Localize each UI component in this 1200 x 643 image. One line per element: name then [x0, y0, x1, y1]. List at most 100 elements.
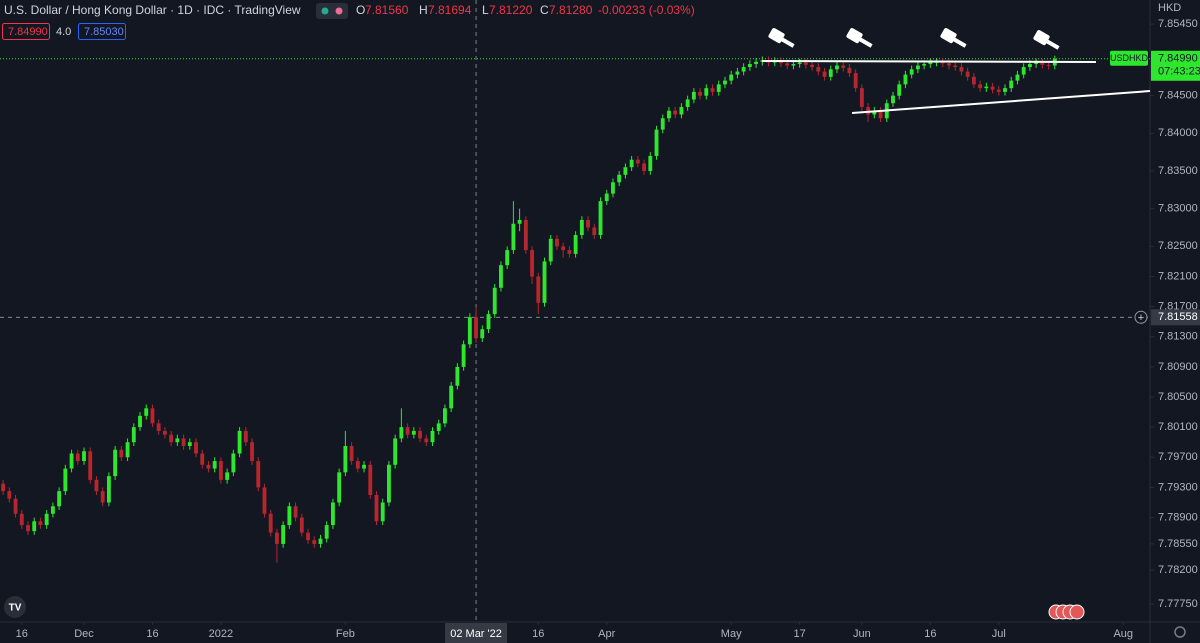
- low-label: L: [482, 3, 489, 17]
- candle-body: [1021, 67, 1026, 75]
- resistance-line[interactable]: [761, 60, 1097, 63]
- candle-body: [511, 223, 516, 251]
- candle-body: [499, 265, 503, 288]
- candle-body: [200, 453, 205, 465]
- data-status: [335, 7, 343, 15]
- candle-body: [953, 65, 958, 68]
- candle-body: [735, 71, 740, 75]
- candle-body: [660, 118, 665, 130]
- sell-box[interactable]: [2, 23, 50, 40]
- candle-body: [984, 86, 989, 89]
- candle-body: [287, 506, 292, 526]
- candle-body: [175, 438, 180, 443]
- candle-body: [169, 434, 174, 443]
- candle-body: [847, 67, 852, 74]
- bid-price[interactable]: 7.84990: [8, 26, 48, 38]
- event-flags[interactable]: [1048, 604, 1085, 620]
- candle-body: [835, 65, 839, 70]
- status-pill[interactable]: [316, 3, 348, 19]
- candle-body: [1040, 62, 1045, 65]
- candle-body: [548, 238, 553, 262]
- candle-body: [63, 468, 68, 492]
- high-value: 7.81694: [428, 3, 472, 17]
- candle-body: [1046, 64, 1051, 66]
- candle-body: [629, 159, 634, 168]
- support-line[interactable]: [851, 90, 1151, 114]
- open-label: O: [356, 3, 365, 17]
- candle-body: [1034, 62, 1039, 65]
- logo[interactable]: [4, 596, 26, 618]
- x-tick-label: Jul: [992, 628, 1006, 640]
- candle-body: [685, 99, 690, 107]
- candle-body: [723, 80, 727, 85]
- y-tick-label: 7.81300: [1158, 331, 1198, 343]
- candle-body: [162, 430, 167, 435]
- candle-body: [50, 506, 55, 514]
- candle-body: [113, 449, 118, 477]
- candle-body: [673, 110, 678, 115]
- candle-body: [150, 408, 155, 424]
- candle-body: [405, 427, 410, 435]
- candle-body: [779, 61, 783, 64]
- y-tick-label: 7.77750: [1158, 598, 1198, 610]
- candle-body: [891, 95, 895, 104]
- x-tick-label: Aug: [1113, 628, 1133, 640]
- candle-body: [654, 129, 659, 156]
- crosshair-date-box: [445, 623, 508, 643]
- candle-body: [555, 238, 559, 247]
- candle-body: [436, 423, 441, 431]
- candle-body: [274, 532, 279, 544]
- buy-box[interactable]: [78, 23, 126, 40]
- countdown: 07:43:23: [1158, 66, 1200, 78]
- high-label: H: [419, 3, 428, 17]
- candle-body: [7, 491, 12, 499]
- candle-body: [710, 88, 715, 92]
- candle-body: [38, 521, 43, 526]
- candle-body: [324, 525, 329, 539]
- candle-body: [194, 442, 198, 454]
- x-tick-label: Apr: [598, 628, 615, 640]
- candle-body: [915, 65, 920, 70]
- add-alert-button[interactable]: [1134, 310, 1148, 324]
- candle-body: [971, 76, 976, 85]
- candle-body: [374, 494, 379, 522]
- candle-body: [418, 430, 422, 439]
- y-tick-label: 7.84000: [1158, 127, 1198, 139]
- candle-body: [225, 472, 230, 480]
- currency: HKD: [1158, 2, 1181, 14]
- candle-body: [411, 430, 416, 435]
- candle-body: [393, 438, 398, 465]
- y-tick-label: 7.85450: [1158, 18, 1198, 30]
- candle-body: [461, 344, 466, 367]
- candle-body: [542, 261, 547, 303]
- candle-body: [642, 163, 647, 172]
- candle-body: [866, 106, 871, 115]
- last-price-label: 7.84990: [1158, 53, 1198, 65]
- candle-body: [474, 317, 478, 339]
- candle-body: [455, 366, 460, 386]
- y-tick-label: 7.79300: [1158, 481, 1198, 493]
- candle-body: [791, 64, 796, 66]
- candle-body: [218, 461, 223, 480]
- candle-body: [281, 525, 286, 544]
- ask-price[interactable]: 7.85030: [84, 26, 124, 38]
- y-tick-label: 7.78550: [1158, 538, 1198, 550]
- candle-body: [256, 461, 261, 488]
- candle-body: [362, 464, 366, 469]
- candle-body: [138, 415, 142, 428]
- y-tick-label: 7.83000: [1158, 203, 1198, 215]
- candle-body: [13, 498, 18, 514]
- candle-body: [598, 201, 603, 236]
- y-tick-label: 7.80900: [1158, 361, 1198, 373]
- plot-area: [0, 0, 1150, 620]
- candle-body: [144, 408, 149, 416]
- settings-icon[interactable]: [1174, 626, 1186, 638]
- candle-body: [990, 86, 995, 90]
- candle-body: [187, 442, 192, 446]
- x-tick-label: 16: [924, 628, 936, 640]
- candle-body: [828, 69, 833, 77]
- candle-body: [243, 430, 248, 443]
- y-tick-label: 7.80100: [1158, 421, 1198, 433]
- y-tick-label: 7.82100: [1158, 270, 1198, 282]
- crosshair-price-label: 7.81558: [1158, 311, 1198, 323]
